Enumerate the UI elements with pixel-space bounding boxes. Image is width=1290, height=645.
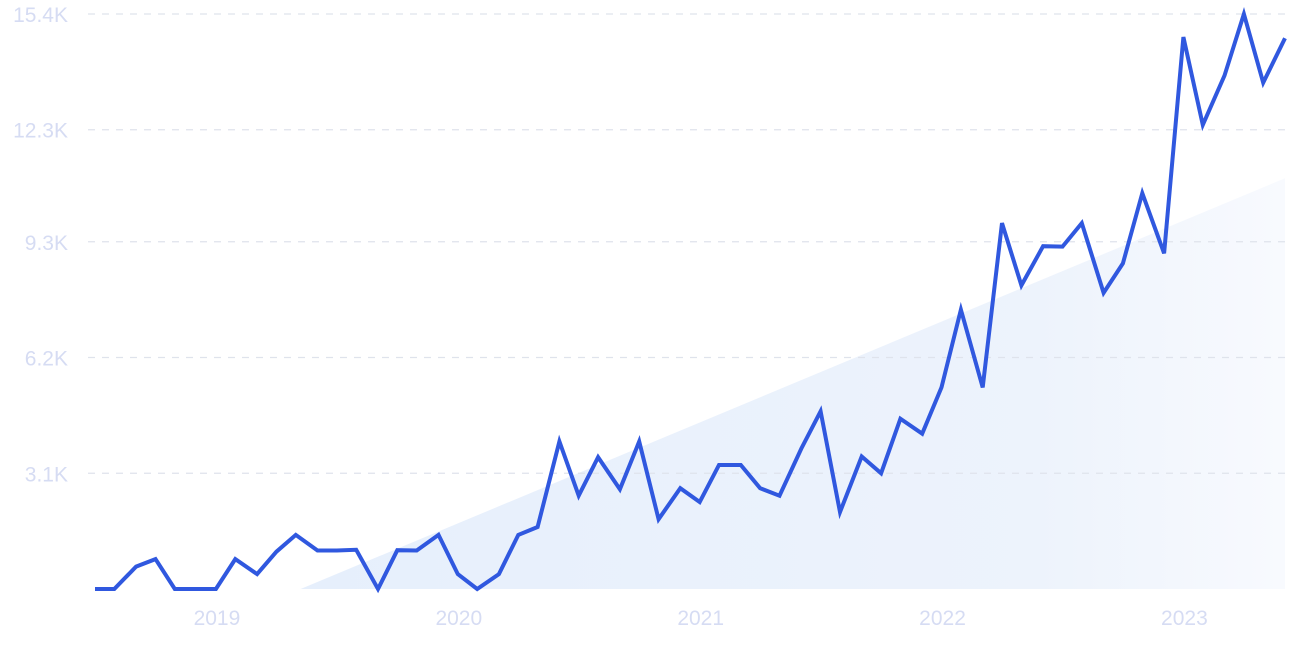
x-axis-tick-labels: 2019 2020 2021 2022 2023 <box>194 607 1208 630</box>
x-tick-label: 2023 <box>1161 607 1208 630</box>
x-tick-label: 2021 <box>677 607 724 630</box>
x-tick-label: 2019 <box>194 607 241 630</box>
y-tick-label: 12.3K <box>13 120 68 143</box>
series-layer <box>95 6 1287 594</box>
y-tick-label: 6.2K <box>25 348 68 371</box>
trend-area-layer <box>300 178 1285 590</box>
gridlines <box>88 13 1285 474</box>
y-tick-label: 3.1K <box>25 463 68 486</box>
y-tick-label: 9.3K <box>25 232 68 255</box>
y-axis-tick-labels: 15.4K 12.3K 9.3K 6.2K 3.1K <box>13 4 68 486</box>
x-tick-label: 2020 <box>435 607 482 630</box>
x-tick-label: 2022 <box>919 607 966 630</box>
trend-area <box>300 178 1285 590</box>
y-tick-label: 15.4K <box>13 4 68 27</box>
series-line <box>95 6 1287 594</box>
